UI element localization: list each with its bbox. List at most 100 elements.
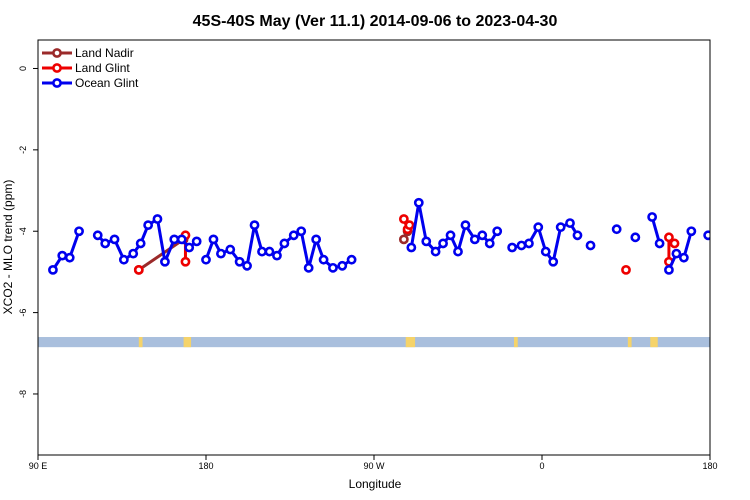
y-axis-label: XCO2 - MLO trend (ppm) [1,180,15,315]
legend-swatch-marker [52,48,62,58]
legend-label: Land Nadir [75,46,134,60]
land-segment-0 [138,337,143,348]
ocean-glint-point [492,226,503,237]
ocean-glint-point [57,250,68,261]
ocean-glint-point [296,226,307,237]
ocean-glint-point [430,246,441,257]
ocean-glint-point [453,246,463,257]
ocean-glint-point [208,234,219,245]
ocean-glint-point [328,262,338,273]
ocean-glint-point [288,230,299,241]
series-ocean-glint [48,197,749,275]
land-segment-2 [405,337,416,348]
ocean-glint-point [654,238,665,249]
legend-item-land-glint: Land Glint [42,61,130,75]
ocean-glint-point [135,238,146,249]
ocean-glint-point [249,220,260,231]
ocean-glint-point [234,256,245,267]
x-tick-label-2: 90 W [363,461,385,471]
ocean-glint-point [533,222,544,233]
ocean-glint-point [257,246,267,257]
x-axis-ticks: 90 E 180 90 W 0 180 [29,455,718,471]
land-glint-point [398,214,409,224]
legend-item-ocean-glint: Ocean Glint [42,76,139,90]
ocean-glint-point [311,234,322,245]
ocean-glint-point [477,230,488,241]
land-glint-point [621,264,631,275]
ocean-glint-point [585,240,596,251]
x-tick-label-4: 180 [702,461,717,471]
ocean-glint-point [143,220,154,231]
ocean-glint-point [630,232,641,243]
land-glint-point [133,264,144,275]
legend-label: Land Glint [75,61,130,75]
ocean-glint-point [128,248,139,259]
ocean-glint-point [48,264,58,275]
ocean-glint-point [647,212,658,222]
legend-label: Ocean Glint [75,76,139,90]
y-tick-label-3: -6 [18,309,28,317]
legend-swatch-marker [52,63,62,73]
ocean-glint-point [346,254,357,265]
ocean-glint-point [507,242,518,253]
ocean-glint-point [742,242,749,249]
ocean-band [38,337,710,348]
ocean-glint-point [169,234,180,245]
ocean-glint-point [100,238,111,249]
ocean-glint-point [176,234,187,245]
ocean-glint-point [703,230,710,241]
ocean-glint-point [678,252,689,263]
legend-swatch-marker [52,78,62,88]
ocean-glint-point [421,236,432,247]
ocean-glint-point [242,260,252,271]
ocean-glint-point [272,250,282,261]
land-segment-3 [514,337,518,348]
ocean-glint-point [734,250,741,257]
ocean-glint-point [118,254,129,265]
ocean-glint-point [548,256,559,267]
data-series-layer [48,197,749,275]
ocean-glint-point [540,246,551,257]
ocean-glint-point [74,226,84,237]
x-tick-label-0: 90 E [29,461,48,471]
ocean-glint-point [318,254,329,265]
ocean-glint-point [727,258,734,265]
ocean-glint-point [484,238,495,249]
ocean-glint-point [438,238,448,249]
ocean-glint-point [184,242,195,253]
ocean-glint-point [201,254,211,265]
ocean-glint-point [445,230,456,241]
land-nadir-point [398,234,409,245]
ocean-glint-point [686,226,697,237]
ocean-glint-point [524,238,534,249]
ocean-glint-point [406,242,417,253]
ocean-glint-line-0 [51,230,81,271]
ocean-glint-point [92,230,103,241]
ocean-glint-point [413,197,424,208]
y-axis-ticks: 0 -2 -4 -6 -8 [18,66,38,398]
land-glint-point [404,220,415,231]
ocean-glint-point [152,214,163,224]
ocean-glint-point [719,236,726,243]
legend-item-land-nadir: Land Nadir [42,46,134,60]
y-tick-label-1: -2 [18,146,28,154]
land-segment-4 [627,337,632,348]
x-axis-label: Longitude [349,477,402,491]
x-tick-label-3: 0 [539,461,544,471]
chart-title: 45S-40S May (Ver 11.1) 2014-09-06 to 202… [193,13,558,30]
land-ocean-band [38,337,710,348]
ocean-glint-point [664,264,674,275]
ocean-glint-point [264,246,275,257]
ocean-glint-point [216,248,226,259]
ocean-glint-point [516,240,527,251]
land-glint-point [669,238,680,249]
y-tick-label-0: 0 [18,66,28,71]
ocean-glint-point [460,220,471,231]
ocean-glint-point [64,252,75,263]
ocean-glint-point [303,262,314,273]
ocean-glint-point [279,238,290,249]
ocean-glint-point [109,234,120,245]
ocean-glint-line-10 [706,234,710,241]
land-glint-point [180,256,191,267]
